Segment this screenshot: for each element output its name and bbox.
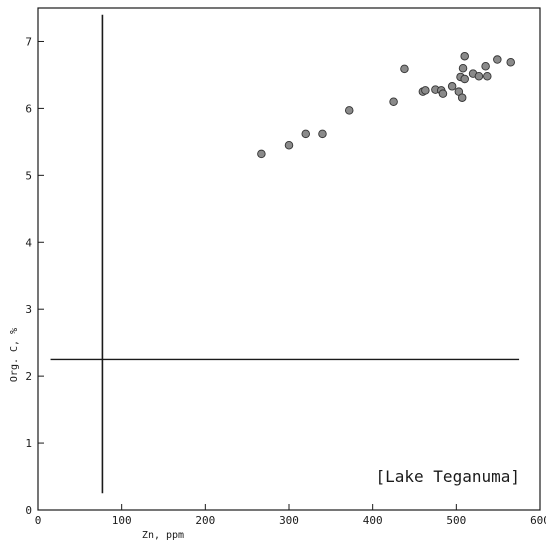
data-point-13 [447, 82, 457, 91]
data-point-9 [421, 86, 430, 95]
x-tick-label-200: 200 [195, 514, 215, 527]
data-point-1 [257, 149, 266, 159]
data-point-3 [301, 129, 310, 139]
data-point-18 [460, 74, 469, 84]
y-tick-label-6: 6 [25, 102, 32, 115]
data-point-24 [493, 55, 502, 64]
data-point-21 [474, 72, 484, 81]
x-tick-label-500: 500 [446, 514, 466, 527]
plot-frame [37, 7, 541, 511]
y-axis: 0 1 2 3 4 5 6 7 [25, 35, 44, 517]
y-tick-label-1: 1 [25, 437, 32, 450]
data-point-5 [344, 106, 354, 115]
data-point-23 [483, 72, 492, 81]
x-axis: 0 100 200 300 400 500 600 [35, 504, 546, 527]
data-point-2 [284, 140, 294, 150]
x-tick-label-100: 100 [112, 514, 132, 527]
data-point-19 [460, 51, 469, 61]
data-point-7 [400, 64, 409, 74]
x-tick-label-400: 400 [363, 514, 383, 527]
x-tick-label-600: 600 [530, 514, 546, 527]
y-tick-label-7: 7 [25, 35, 32, 48]
data-point-17 [458, 63, 468, 73]
y-tick-label-3: 3 [25, 303, 32, 316]
y-tick-label-5: 5 [25, 169, 32, 182]
chart-annotation: [Lake Teganuma] [376, 467, 521, 486]
x-tick-label-0: 0 [35, 514, 42, 527]
data-point-4 [318, 129, 327, 139]
y-tick-label-4: 4 [25, 236, 32, 249]
x-tick-label-300: 300 [279, 514, 299, 527]
data-points [257, 51, 515, 159]
reference-lines [50, 14, 520, 494]
x-axis-title: Zn, ppm [142, 530, 184, 541]
data-point-22 [481, 61, 490, 71]
data-point-25 [506, 57, 515, 67]
y-axis-title: Org. C, % [9, 328, 20, 382]
y-tick-label-2: 2 [25, 370, 32, 383]
data-point-16 [457, 93, 467, 102]
data-point-6 [389, 97, 398, 106]
data-point-12 [438, 89, 448, 98]
y-tick-label-0: 0 [25, 504, 32, 517]
